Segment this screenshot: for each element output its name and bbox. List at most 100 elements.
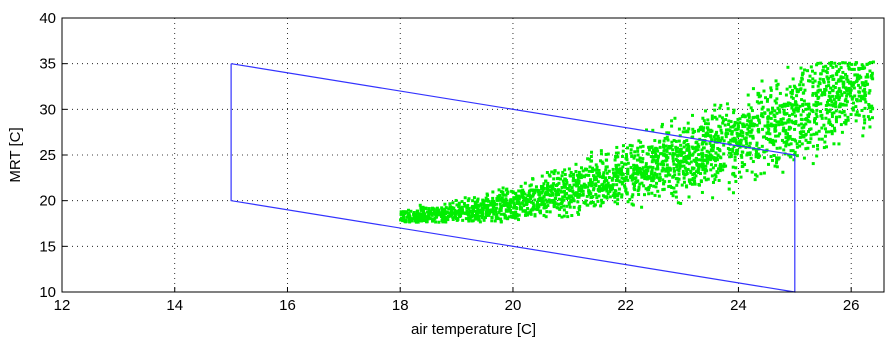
scatter-point	[824, 130, 828, 134]
scatter-point	[620, 176, 624, 180]
scatter-point	[474, 203, 478, 207]
scatter-point	[868, 89, 872, 93]
scatter-point	[647, 176, 651, 180]
scatter-point	[483, 205, 487, 209]
scatter-point	[761, 105, 765, 109]
scatter-point	[517, 218, 521, 222]
scatter-point	[851, 101, 855, 105]
scatter-point	[724, 135, 728, 139]
scatter-point	[589, 169, 593, 173]
scatter-point	[643, 173, 647, 177]
scatter-point	[557, 181, 561, 185]
scatter-point	[850, 62, 854, 66]
scatter-point	[694, 156, 698, 160]
scatter-point	[673, 116, 677, 120]
scatter-point	[690, 145, 694, 149]
scatter-point	[714, 156, 718, 160]
scatter-point	[623, 184, 627, 188]
scatter-point	[845, 94, 849, 98]
scatter-point	[768, 111, 772, 115]
scatter-point	[595, 167, 599, 171]
scatter-point	[498, 198, 502, 202]
scatter-point	[570, 214, 574, 218]
scatter-point	[422, 210, 426, 214]
scatter-point	[625, 155, 629, 159]
scatter-point	[710, 114, 714, 118]
scatter-point	[523, 192, 527, 196]
scatter-point	[795, 142, 799, 146]
scatter-point	[798, 140, 802, 144]
scatter-point	[741, 134, 745, 138]
scatter-point	[499, 212, 503, 216]
scatter-point	[688, 156, 692, 160]
scatter-point	[711, 143, 715, 147]
scatter-point	[487, 213, 491, 217]
scatter-point	[573, 178, 577, 182]
scatter-point	[653, 171, 657, 175]
scatter-point	[529, 197, 533, 201]
scatter-point	[521, 188, 525, 192]
scatter-point	[652, 155, 656, 159]
scatter-point	[705, 161, 709, 165]
scatter-point	[580, 166, 584, 170]
scatter-point	[732, 144, 736, 148]
scatter-point	[748, 152, 752, 156]
scatter-point	[649, 155, 653, 159]
scatter-point	[651, 128, 655, 132]
scatter-point	[574, 170, 578, 174]
scatter-point	[655, 175, 659, 179]
scatter-point	[585, 194, 589, 198]
scatter-point	[833, 126, 837, 130]
scatter-point	[816, 84, 820, 88]
x-axis-label: air temperature [C]	[411, 321, 536, 338]
scatter-point	[721, 168, 725, 172]
scatter-point	[721, 121, 725, 125]
scatter-point	[412, 211, 416, 215]
scatter-point	[512, 214, 516, 218]
scatter-point	[684, 130, 688, 134]
scatter-point	[818, 77, 822, 81]
scatter-point	[762, 156, 766, 160]
scatter-point	[540, 202, 544, 206]
scatter-point	[749, 130, 753, 134]
scatter-point	[577, 181, 581, 185]
scatter-point	[677, 150, 681, 154]
scatter-point	[495, 202, 499, 206]
scatter-point	[830, 100, 834, 104]
scatter-point	[671, 175, 675, 179]
scatter-point	[798, 83, 802, 87]
scatter-point	[819, 72, 823, 76]
scatter-point	[815, 154, 819, 158]
scatter-point	[736, 148, 740, 152]
scatter-point	[639, 145, 643, 149]
scatter-point	[442, 210, 446, 214]
scatter-point	[697, 144, 701, 148]
scatter-point	[550, 184, 554, 188]
scatter-point	[650, 191, 654, 195]
scatter-point	[783, 129, 787, 133]
scatter-point	[587, 169, 591, 173]
scatter-point	[686, 167, 690, 171]
scatter-point	[453, 209, 457, 213]
scatter-point	[499, 204, 503, 208]
scatter-point	[577, 212, 581, 216]
scatter-point	[764, 96, 768, 100]
scatter-point	[588, 190, 592, 194]
scatter-point	[457, 204, 461, 208]
scatter-point	[537, 197, 541, 201]
scatter-point	[421, 215, 425, 219]
scatter-point	[790, 95, 794, 99]
scatter-point	[674, 157, 678, 161]
scatter-point	[630, 154, 634, 158]
scatter-point	[679, 153, 683, 157]
scatter-point	[589, 200, 593, 204]
scatter-point	[614, 165, 618, 169]
scatter-point	[808, 127, 812, 131]
scatter-point	[697, 153, 701, 157]
scatter-point	[684, 155, 688, 159]
scatter-point	[539, 184, 543, 188]
scatter-point	[702, 159, 706, 163]
scatter-point	[820, 126, 824, 130]
scatter-point	[853, 94, 857, 98]
